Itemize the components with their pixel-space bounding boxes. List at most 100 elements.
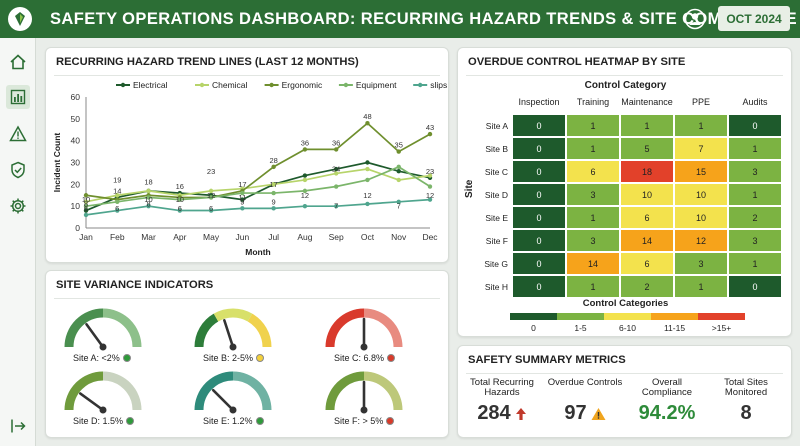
legend-item[interactable]: Electrical bbox=[116, 80, 168, 90]
y-tick-label: 60 bbox=[71, 92, 81, 102]
heatmap-cell[interactable]: 1 bbox=[728, 137, 782, 160]
data-point bbox=[240, 206, 245, 211]
user-profile-icon[interactable] bbox=[684, 8, 706, 30]
heatmap-cell[interactable]: 6 bbox=[566, 160, 620, 183]
heatmap-cell[interactable]: 12 bbox=[674, 229, 728, 252]
heatmap-cell[interactable]: 0 bbox=[512, 206, 566, 229]
heatmap-cell[interactable]: 1 bbox=[566, 114, 620, 137]
heatmap-cell[interactable]: 0 bbox=[728, 114, 782, 137]
gauge-segment bbox=[232, 371, 272, 411]
heatmap-row-label: Site A bbox=[485, 121, 508, 131]
heatmap-cell[interactable]: 0 bbox=[512, 183, 566, 206]
sidebar bbox=[0, 38, 36, 446]
data-point bbox=[240, 197, 245, 202]
data-point bbox=[146, 188, 151, 194]
heatmap-cell[interactable]: 3 bbox=[728, 229, 782, 252]
heatmap-cell[interactable]: 1 bbox=[566, 275, 620, 298]
x-tick-label: Oct bbox=[361, 232, 375, 242]
heatmap-cell[interactable]: 5 bbox=[620, 137, 674, 160]
heatmap-cell[interactable]: 1 bbox=[566, 137, 620, 160]
heatmap-cell[interactable]: 1 bbox=[674, 275, 728, 298]
gauge-label-text: Site F: > 5% bbox=[334, 416, 384, 426]
gauge-pivot bbox=[229, 406, 237, 414]
date-selector-button[interactable]: OCT 2024 bbox=[718, 6, 790, 31]
x-tick-label: May bbox=[203, 232, 220, 242]
legend-swatch bbox=[698, 313, 745, 320]
y-tick-label: 40 bbox=[71, 136, 81, 146]
gauge-label-text: Site A: <2% bbox=[73, 353, 120, 363]
heatmap-cell[interactable]: 0 bbox=[512, 137, 566, 160]
heatmap-cell[interactable]: 1 bbox=[728, 183, 782, 206]
data-point bbox=[208, 208, 214, 213]
heatmap-cell[interactable]: 10 bbox=[674, 183, 728, 206]
metric-value-text: 94.2% bbox=[638, 402, 696, 424]
heatmap-cell[interactable]: 0 bbox=[512, 275, 566, 298]
heatmap-cell[interactable]: 6 bbox=[620, 252, 674, 275]
metric-value-text: 8 bbox=[740, 402, 752, 424]
trend-card-title: RECURRING HAZARD TREND LINES (LAST 12 MO… bbox=[56, 56, 359, 68]
data-label: 7 bbox=[334, 202, 338, 211]
legend-swatch bbox=[651, 313, 698, 320]
data-label: 14 bbox=[113, 186, 121, 195]
data-label: 43 bbox=[426, 123, 434, 132]
heatmap-cell[interactable]: 15 bbox=[674, 160, 728, 183]
heatmap-cell[interactable]: 1 bbox=[728, 252, 782, 275]
shield-icon[interactable] bbox=[6, 158, 30, 182]
heatmap-cell[interactable]: 6 bbox=[620, 206, 674, 229]
data-label: 9 bbox=[240, 197, 244, 206]
legend-item[interactable]: Ergonomic bbox=[264, 80, 323, 90]
data-point bbox=[302, 173, 308, 178]
heatmap-cell[interactable]: 14 bbox=[566, 252, 620, 275]
chart-icon[interactable] bbox=[6, 85, 30, 109]
heatmap-cell[interactable]: 3 bbox=[566, 229, 620, 252]
heatmap-cell[interactable]: 10 bbox=[674, 206, 728, 229]
gauge-segment bbox=[247, 313, 272, 348]
metric-value: 97 bbox=[545, 402, 625, 425]
data-point bbox=[115, 208, 120, 213]
heatmap-cell[interactable]: 1 bbox=[566, 206, 620, 229]
home-icon[interactable] bbox=[6, 50, 30, 74]
gauge-segment bbox=[64, 308, 104, 348]
gauge-segment bbox=[102, 371, 142, 411]
heatmap-cell[interactable]: 18 bbox=[620, 160, 674, 183]
x-tick-label: Jul bbox=[268, 232, 279, 242]
data-label: 17 bbox=[238, 180, 246, 189]
gauge-segment bbox=[325, 371, 365, 411]
gauge-pivot bbox=[360, 406, 368, 414]
heatmap-cell[interactable]: 2 bbox=[728, 206, 782, 229]
status-dot-icon bbox=[126, 417, 135, 425]
heatmap-cell[interactable]: 0 bbox=[512, 160, 566, 183]
heatmap-row-label: Site G bbox=[484, 259, 508, 269]
warning-icon[interactable] bbox=[6, 122, 30, 146]
legend-label: Chemical bbox=[212, 80, 248, 90]
status-dot-icon bbox=[255, 417, 264, 425]
heatmap-cell[interactable]: 14 bbox=[620, 229, 674, 252]
heatmap-cell[interactable]: 3 bbox=[674, 252, 728, 275]
logout-icon[interactable] bbox=[6, 414, 30, 438]
x-tick-label: Jun bbox=[236, 232, 250, 242]
legend-item[interactable]: Chemical bbox=[195, 80, 248, 90]
heatmap-cell[interactable]: 3 bbox=[728, 160, 782, 183]
legend-item[interactable]: slips bbox=[413, 80, 447, 90]
x-tick-label: Feb bbox=[110, 232, 125, 242]
heatmap-cell[interactable]: 0 bbox=[728, 275, 782, 298]
data-point bbox=[302, 177, 308, 183]
heatmap-cell[interactable]: 3 bbox=[566, 183, 620, 206]
heatmap-cell[interactable]: 0 bbox=[512, 114, 566, 137]
heatmap-cell[interactable]: 2 bbox=[620, 275, 674, 298]
gear-icon[interactable] bbox=[6, 194, 30, 218]
heatmap-cell[interactable]: 0 bbox=[512, 229, 566, 252]
heatmap-cell[interactable]: 1 bbox=[674, 114, 728, 137]
heatmap-cell[interactable]: 1 bbox=[620, 114, 674, 137]
heatmap-col-label: PPE bbox=[691, 97, 710, 107]
heatmap-row-label: Site E bbox=[485, 213, 508, 223]
series-line-chemical bbox=[85, 168, 431, 203]
legend-item[interactable]: Equipment bbox=[338, 80, 397, 90]
heatmap-cell[interactable]: 10 bbox=[620, 183, 674, 206]
data-label: 12 bbox=[207, 191, 215, 200]
gauge-label-text: Site D: 1.5% bbox=[73, 416, 124, 426]
app-logo-icon[interactable] bbox=[8, 7, 32, 31]
heatmap-cell[interactable]: 0 bbox=[512, 252, 566, 275]
heatmap-cell[interactable]: 7 bbox=[674, 137, 728, 160]
